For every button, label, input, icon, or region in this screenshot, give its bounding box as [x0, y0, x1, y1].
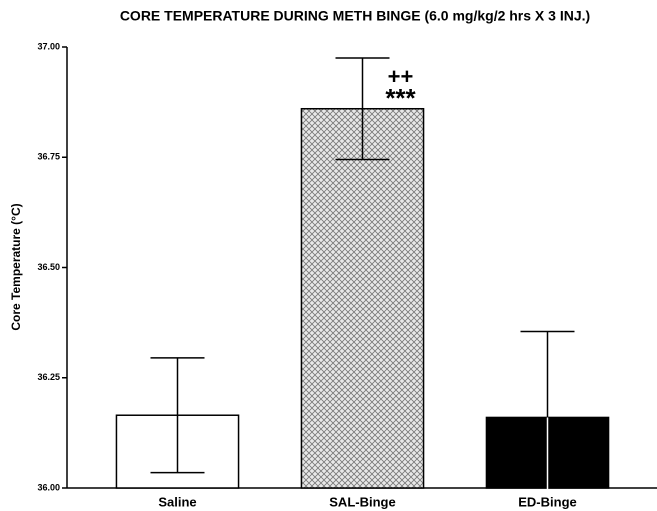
y-tick-label: 36.00 [37, 482, 60, 492]
error-bar [150, 357, 205, 474]
x-tick-label: Saline [158, 494, 196, 509]
x-tick-label: SAL-Binge [329, 494, 395, 509]
y-tick-label: 36.25 [37, 372, 60, 382]
y-tick-label: 36.50 [37, 262, 60, 272]
y-tick-label: 36.75 [37, 152, 60, 162]
error-bar [335, 57, 390, 161]
bar [300, 107, 425, 489]
error-bar [520, 330, 575, 505]
annotation: ++ [388, 64, 414, 89]
chart-title: CORE TEMPERATURE DURING METH BINGE (6.0 … [120, 8, 590, 24]
y-axis-label: Core Temperature (°C) [9, 203, 23, 330]
annotation: *** [385, 83, 416, 113]
x-tick-label: ED-Binge [518, 494, 577, 509]
y-tick-label: 37.00 [37, 41, 60, 51]
